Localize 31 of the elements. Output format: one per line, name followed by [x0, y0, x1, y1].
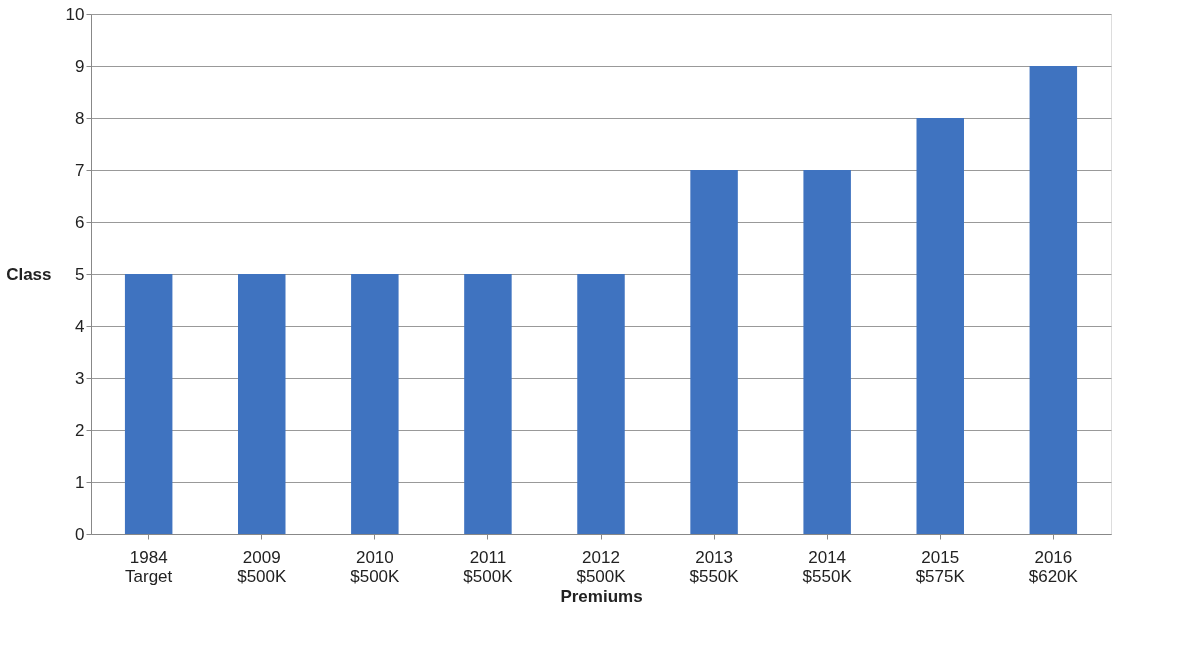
x-tick-label: 2011 $500K	[463, 547, 514, 586]
y-tick-label: 5	[75, 264, 85, 284]
x-tick-label: 1984 Target	[125, 547, 173, 586]
bar	[238, 274, 286, 534]
bar	[351, 274, 399, 534]
y-axis-title: Class	[6, 264, 52, 284]
y-tick-label: 1	[75, 472, 85, 492]
y-tick-label: 8	[75, 108, 85, 128]
bar	[803, 170, 851, 534]
x-tick-label: 2016 $620K	[1028, 547, 1079, 586]
x-tick-label: 2010 $500K	[350, 547, 401, 586]
bar	[1029, 66, 1078, 534]
bar	[464, 274, 512, 534]
x-tick-label: 2009 $500K	[237, 547, 287, 586]
y-tick-label: 6	[75, 212, 85, 232]
x-axis-title: Premiums	[560, 586, 643, 606]
y-tick-label: 0	[75, 524, 85, 544]
y-tick-label: 10	[65, 4, 85, 24]
bar	[916, 118, 964, 534]
x-tick-label: 2013 $550K	[689, 547, 740, 586]
x-tick-label: 2012 $500K	[576, 547, 627, 586]
bar	[577, 274, 625, 534]
y-tick-label: 7	[75, 160, 85, 180]
y-tick-label: 3	[75, 368, 85, 388]
bar	[124, 274, 173, 534]
x-tick-label: 2014 $550K	[802, 547, 853, 586]
y-tick-label: 4	[75, 316, 85, 336]
y-tick-label: 9	[75, 56, 85, 76]
x-tick-label: 2015 $575K	[915, 547, 966, 586]
y-tick-label: 2	[75, 420, 85, 440]
bar	[690, 170, 738, 534]
